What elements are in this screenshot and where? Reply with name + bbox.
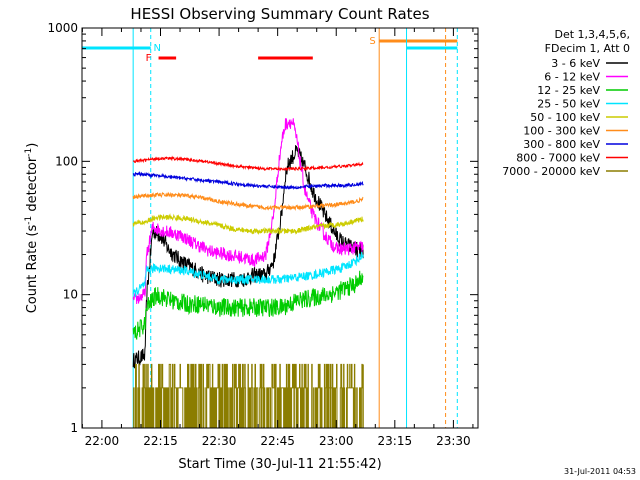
- x-tick-label: 22:15: [143, 434, 178, 448]
- legend-label: 800 - 7000 keV: [516, 152, 600, 165]
- legend-header-1: Det 1,3,4,5,6,: [554, 28, 630, 41]
- plot-area: NF S 1 10 100 1000 22:00 22:15 22:30 22:45 23:00 23…: [47, 21, 479, 448]
- plot-frame: [81, 27, 479, 429]
- series-line-9: [133, 363, 364, 429]
- legend-label: 25 - 50 keV: [537, 98, 600, 111]
- legend-label: 12 - 25 keV: [537, 84, 600, 97]
- y-tick-label: 100: [55, 154, 78, 168]
- x-axis-label: Start Time (30-Jul-11 21:55:42): [178, 457, 381, 472]
- y-tick-label: 10: [63, 288, 78, 302]
- x-tick-label: 22:30: [202, 434, 237, 448]
- y-tick-label: 1000: [47, 21, 78, 35]
- series-line-8: [132, 155, 364, 172]
- series-line-5: [132, 213, 364, 236]
- legend-label: 100 - 300 keV: [523, 125, 600, 138]
- annotation-f: F: [146, 53, 152, 64]
- x-tick-label: 23:00: [319, 434, 354, 448]
- series-line-7: [132, 170, 364, 191]
- legend-label: 300 - 800 keV: [523, 138, 600, 151]
- annotation-n: N: [153, 43, 160, 54]
- x-tick-label: 23:15: [378, 434, 413, 448]
- x-tick-label: 23:30: [436, 434, 471, 448]
- timestamp: 31-Jul-2011 04:53: [564, 467, 636, 476]
- series-line-4: [132, 251, 364, 298]
- legend-label: 7000 - 20000 keV: [502, 165, 600, 178]
- chart-title: HESSI Observing Summary Count Rates: [130, 5, 429, 23]
- series-line-2: [132, 118, 364, 305]
- annotation-s: S: [369, 36, 375, 47]
- y-tick-label: 1: [70, 421, 78, 435]
- legend-label: 3 - 6 keV: [551, 57, 600, 70]
- legend-header-2: FDecim 1, Att 0: [545, 42, 630, 55]
- y-axis-label: Count Rate (s-1 detector-1): [24, 143, 40, 314]
- legend-label: 6 - 12 keV: [544, 71, 600, 84]
- legend-label: 50 - 100 keV: [530, 111, 600, 124]
- series-line-6: [132, 191, 364, 211]
- x-tick-label: 22:00: [85, 434, 120, 448]
- x-tick-label: 22:45: [260, 434, 295, 448]
- series-line-1: [132, 145, 364, 369]
- series-line-3: [132, 270, 364, 340]
